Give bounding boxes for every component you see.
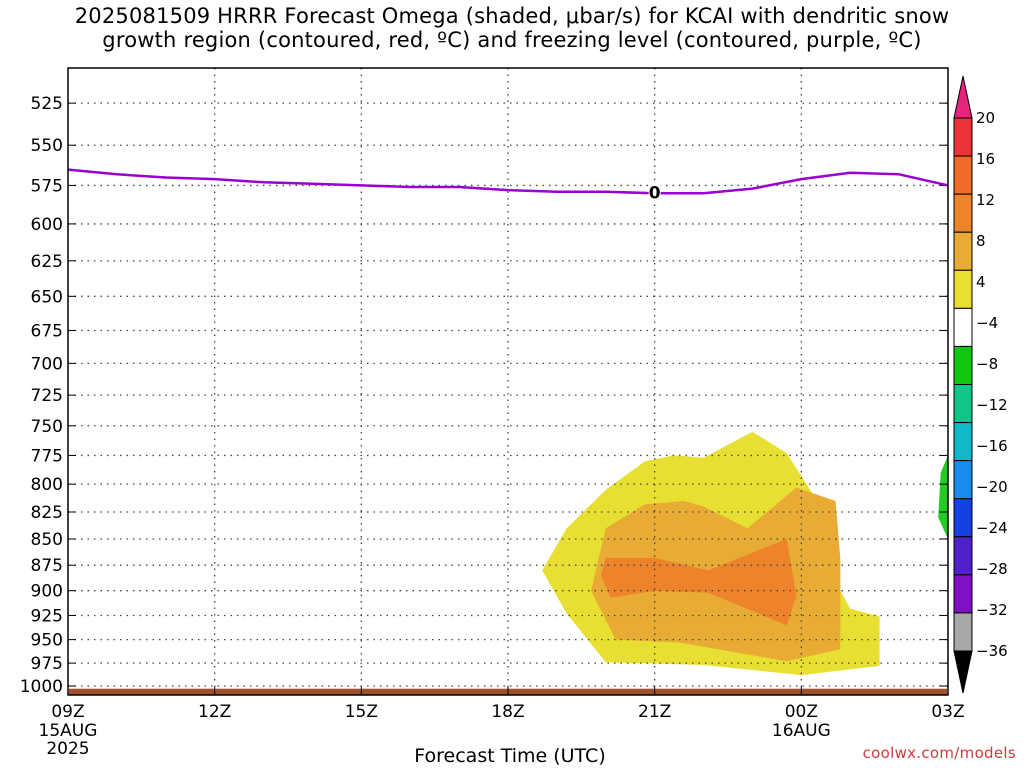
x-tick-sublabel-16AUG: 16AUG [772,721,831,741]
plot-frame [67,67,949,696]
colorbar-label-12: 12 [976,191,995,209]
colorbar-box-5 [953,269,973,309]
y-tick-label-1000: 1000 [20,677,63,697]
colorbar-label-neg4: −4 [976,314,998,332]
colorbar-label-16: 16 [976,150,995,168]
colorbar-label-neg28: −28 [976,560,1008,578]
y-tick-label-975: 975 [31,654,63,674]
y-tick-label-675: 675 [31,321,63,341]
y-tick-label-825: 825 [31,503,63,523]
y-tick-label-850: 850 [31,530,63,550]
x-tick-label-03Z: 03Z [931,702,964,722]
colorbar-label-neg8: −8 [976,355,998,373]
omega-contour-neg4toneg8 [938,455,948,539]
x-tick-label-09Z: 09Z [51,702,84,722]
colorbar-box-2 [953,155,973,195]
x-tick-sublabel-15AUG: 15AUG [39,721,98,741]
colorbar-box-4 [953,231,973,271]
credit-link[interactable]: coolwx.com/models [862,744,1016,762]
y-tick-label-550: 550 [31,136,63,156]
x-tick-label-00Z: 00Z [785,702,818,722]
freezing-label-bg [648,184,661,203]
y-tick-label-900: 900 [31,582,63,602]
y-tick-label-800: 800 [31,475,63,495]
colorbar-box-14 [953,612,973,652]
y-tick-label-725: 725 [31,386,63,406]
y-tick-label-950: 950 [31,631,63,651]
colorbar-label-8: 8 [976,232,986,250]
colorbar-label-neg12: −12 [976,396,1008,414]
y-tick-label-600: 600 [31,215,63,235]
y-tick-label-775: 775 [31,446,63,466]
x-tick-sublabel-2025: 2025 [46,739,89,759]
x-axis-label: Forecast Time (UTC) [414,745,606,767]
y-tick-label-525: 525 [31,94,63,114]
x-tick-label-18Z: 18Z [491,702,524,722]
x-tick-label-21Z: 21Z [638,702,671,722]
title-line-2: growth region (contoured, red, ºC) and f… [102,28,922,52]
freezing-level-line [68,168,948,195]
colorbar-label-neg20: −20 [976,478,1008,496]
colorbar-box-9 [953,422,973,462]
y-tick-label-625: 625 [31,252,63,272]
colorbar-box-12 [953,536,973,576]
colorbar-label-neg24: −24 [976,519,1008,537]
freezing-level-label: 0 [649,183,661,203]
colorbar-box-8 [953,384,973,424]
colorbar-box-11 [953,498,973,538]
colorbar-label-4: 4 [976,273,986,291]
colorbar-box-3 [953,193,973,233]
y-tick-label-875: 875 [31,556,63,576]
colorbar-bottom-arrow [953,650,973,694]
y-tick-label-650: 650 [31,287,63,307]
colorbar-box-6 [953,307,973,347]
colorbar-label-neg32: −32 [976,601,1008,619]
colorbar-box-1 [953,117,973,157]
colorbar-label-neg36: −36 [976,642,1008,660]
chart-title: 2025081509 HRRR Forecast Omega (shaded, … [0,4,1024,52]
colorbar-top-arrow [953,75,973,119]
y-tick-label-750: 750 [31,417,63,437]
y-tick-label-575: 575 [31,176,63,196]
y-tick-label-700: 700 [31,354,63,374]
x-tick-label-12Z: 12Z [198,702,231,722]
title-line-1: 2025081509 HRRR Forecast Omega (shaded, … [74,4,950,28]
colorbar-box-10 [953,460,973,500]
y-tick-label-925: 925 [31,606,63,626]
colorbar-box-13 [953,574,973,614]
colorbar-label-neg16: −16 [976,437,1008,455]
x-tick-label-15Z: 15Z [345,702,378,722]
colorbar-box-7 [953,345,973,385]
omega-contour-12to16 [600,539,797,626]
colorbar-label-20: 20 [976,109,995,127]
